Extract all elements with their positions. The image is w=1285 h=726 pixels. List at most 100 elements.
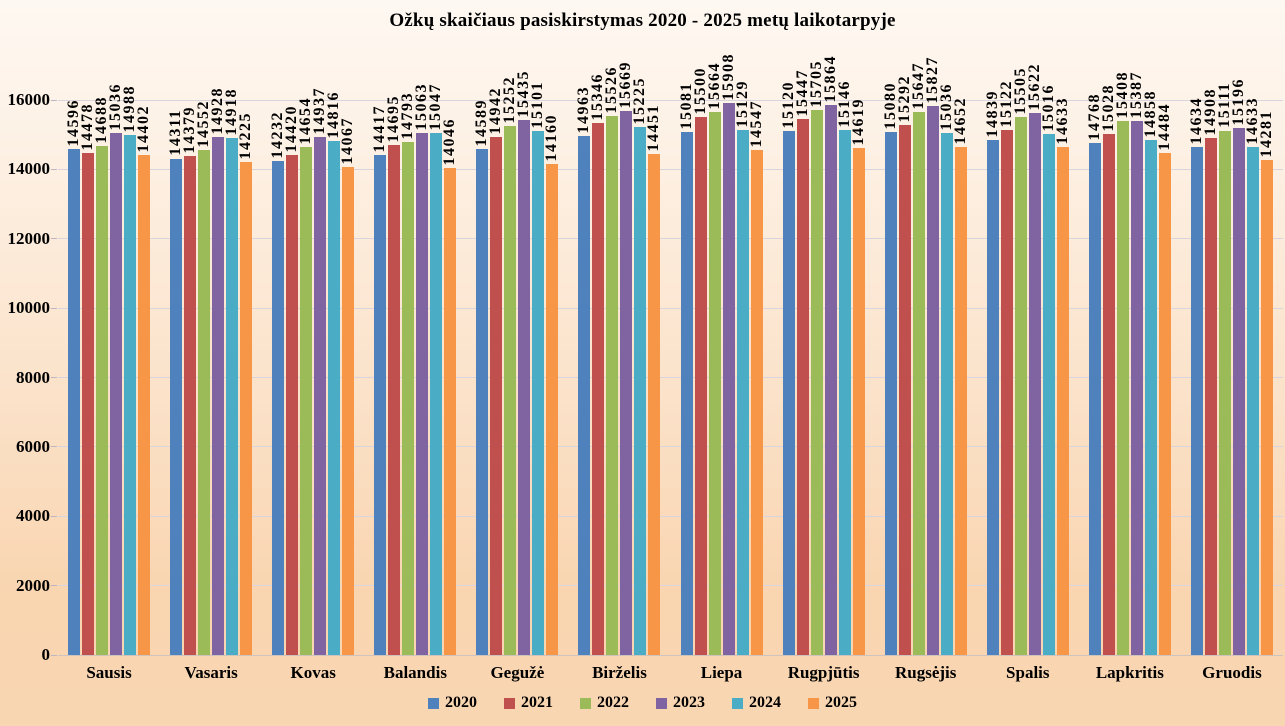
x-category-label: Balandis (383, 663, 447, 682)
gridline (58, 446, 1283, 448)
bar-slot: 14963 (575, 86, 592, 655)
bar-slot: 14937 (311, 87, 328, 655)
legend-item-2020: 2020 (428, 694, 477, 712)
bar-value-label: 14547 (747, 99, 765, 148)
x-category-label: Birželis (592, 663, 647, 682)
bar-2022-balandis (402, 142, 415, 655)
y-axis-tick (51, 446, 57, 448)
x-category-label: Sausis (86, 663, 132, 682)
bar-slot: 15252 (501, 76, 518, 655)
bar-slot: 15908 (720, 53, 737, 655)
bar-2025-spalis (1056, 147, 1069, 655)
bar-2025-lapkritis (1158, 153, 1171, 655)
gridline (58, 585, 1283, 587)
bar-2022-spalis (1014, 117, 1027, 655)
bar-slot: 14311 (167, 100, 184, 655)
y-axis-tick (51, 654, 57, 656)
bar-slot: 14589 (473, 99, 490, 655)
legend-item-2024: 2024 (732, 694, 781, 712)
bar-2024-birželis (634, 127, 647, 655)
bar-slot: 14816 (325, 91, 342, 655)
y-tick-label: 2000 (16, 575, 50, 595)
x-category-label: Spalis (1006, 663, 1050, 682)
legend-swatch (428, 697, 439, 709)
bar-slot: 14634 (1188, 97, 1205, 655)
legend-swatch (732, 697, 743, 709)
bar-2021-kovas (286, 155, 299, 655)
x-category-label: Liepa (700, 663, 743, 682)
bar-value-label: 14067 (339, 116, 357, 165)
legend-label: 2021 (521, 694, 553, 711)
bar-slot: 14420 (283, 100, 300, 655)
bar-slot: 14942 (487, 87, 504, 655)
bar-slot: 15028 (1100, 84, 1117, 655)
bar-2022-lapkritis (1116, 121, 1129, 655)
bar-slot: 15225 (631, 77, 648, 655)
bar-2021-lapkritis (1102, 134, 1115, 655)
bar-2022-vasaris (198, 150, 211, 655)
bar-slot: 14046 (441, 100, 459, 655)
bar-2021-spalis (1000, 130, 1013, 655)
bar-2023-birželis (620, 111, 633, 655)
bar-slot: 15081 (678, 82, 695, 655)
bar-2024-rugsėjis (940, 133, 953, 655)
bar-2023-liepa (722, 103, 735, 655)
legend-item-2025: 2025 (808, 694, 857, 712)
bar-2025-rugpjūtis (852, 148, 865, 655)
bar-2025-sausis (138, 155, 151, 655)
bar-value-label: 14046 (441, 117, 459, 166)
legend-item-2023: 2023 (656, 694, 705, 712)
bar-group-rugpjūtis: 15120 15447 15705 15864 15146 14619 (773, 55, 875, 655)
x-category-label: Lapkritis (1095, 663, 1164, 682)
legend-label: 2023 (673, 694, 705, 711)
bar-2024-balandis (430, 133, 443, 655)
bar-slot: 14379 (181, 100, 198, 655)
bar-group-balandis: 14417 14695 14793 15063 15047 14046 (364, 83, 466, 655)
bar-slot: 15122 (998, 80, 1015, 655)
bar-2025-kovas (342, 167, 355, 655)
bar-slot: 14417 (371, 100, 388, 655)
bar-2020-vasaris (170, 159, 183, 655)
bar-2020-balandis (374, 155, 387, 655)
bar-slot: 14478 (79, 100, 96, 655)
bar-2021-liepa (694, 117, 707, 655)
bar-slot: 14688 (93, 96, 110, 655)
x-category-label: Gruodis (1202, 663, 1262, 682)
bar-2022-gruodis (1218, 131, 1231, 655)
bar-2022-kovas (300, 147, 313, 655)
bar-group-spalis: 14839 15122 15505 15622 15016 14633 (977, 63, 1079, 655)
bar-slot: 15669 (617, 61, 634, 655)
bar-2020-birželis (578, 136, 591, 655)
y-tick-label: 14000 (7, 159, 51, 179)
legend-label: 2022 (597, 694, 629, 711)
bar-group-sausis: 14596 14478 14688 15036 14988 14402 (58, 83, 160, 655)
bar-slot: 15120 (780, 81, 797, 655)
plot-area: 14596 14478 14688 15036 14988 14402 14311 14379… (51, 53, 1283, 656)
bar-2020-gegužė (476, 149, 489, 655)
x-category-label: Gegužė (490, 663, 545, 682)
bar-2025-rugsėjis (954, 147, 967, 655)
bar-slot: 14484 (1156, 100, 1173, 655)
bar-slot: 15080 (882, 82, 899, 655)
bar-slot: 14652 (952, 97, 969, 655)
bar-2023-kovas (314, 137, 327, 655)
bar-2021-rugpjūtis (796, 119, 809, 655)
bar-slot: 15647 (910, 62, 927, 655)
legend-swatch (808, 697, 819, 709)
bar-slot: 15408 (1114, 71, 1131, 655)
bar-2025-liepa (750, 150, 763, 655)
bar-2020-kovas (272, 161, 285, 655)
bar-2020-spalis (986, 140, 999, 655)
y-axis-tick (51, 168, 57, 170)
bar-2022-sausis (96, 146, 109, 655)
gridline (58, 307, 1283, 309)
bar-2023-rugpjūtis (824, 105, 837, 655)
bar-group-liepa: 15081 15500 15664 15908 15129 14547 (671, 53, 773, 655)
x-category-label: Rugpjūtis (787, 663, 860, 682)
bar-slot: 15664 (706, 62, 723, 655)
bar-slot: 15505 (1012, 67, 1029, 655)
y-tick-label: 4000 (16, 506, 50, 526)
bar-2021-balandis (388, 145, 401, 655)
bar-slot: 15047 (427, 83, 444, 655)
y-tick-label: 0 (41, 645, 51, 664)
